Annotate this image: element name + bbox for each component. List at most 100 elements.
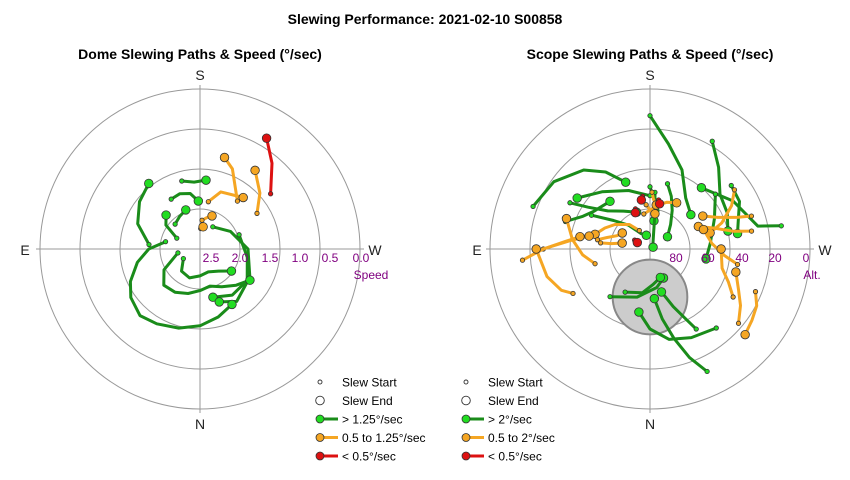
scope-slew-start-marker [607, 294, 613, 300]
dome-slew-end-marker [245, 275, 255, 285]
dome-slew-start-marker [254, 210, 260, 216]
scope-slew-start-marker [530, 203, 536, 210]
scope-slew-start-marker [636, 227, 642, 234]
scope-slew-start-marker [778, 223, 784, 229]
scope-slew-end-marker [630, 208, 641, 218]
dome-slew-end-marker [208, 292, 218, 302]
dome-slew-start-marker [179, 178, 185, 184]
scope-subtitle: Scope Slewing Paths & Speed (°/sec) [527, 46, 774, 62]
scope-slew-path [531, 168, 628, 208]
scope-slew-end-marker [662, 232, 673, 242]
scope-slew-end-marker [698, 224, 709, 235]
dome-slew-start-marker [210, 224, 216, 230]
scope-slew-path [743, 290, 759, 337]
dome-slew-start-marker [236, 232, 242, 238]
scope-slew-start-marker [735, 320, 742, 326]
dome-legend-label: > 1.25°/sec [342, 413, 403, 427]
scope-slew-end-marker [531, 244, 541, 254]
dome-slew-path [265, 136, 274, 196]
scope-slew-path [734, 270, 742, 325]
scope-slew-end-marker [650, 209, 660, 219]
scope-legend-start-marker [463, 379, 469, 385]
scope-slew-end-marker [671, 198, 682, 208]
scope-slew-start-marker [643, 202, 649, 208]
dome-slew-end-marker [250, 165, 260, 176]
scope-slew-start-marker [734, 261, 741, 268]
dome-subtitle: Dome Slewing Paths & Speed (°/sec) [78, 46, 322, 62]
dome-slew-path [206, 190, 245, 204]
scope-legend-label: < 0.5°/sec [488, 450, 542, 464]
scope-slew-end-marker [584, 231, 594, 241]
scope-compass-north: N [645, 416, 655, 432]
scope-slew-path [568, 201, 639, 214]
dome-panel: Dome Slewing Paths & Speed (°/sec) 2.5 2.… [20, 46, 425, 464]
dome-legend-start-marker [317, 379, 323, 385]
scope-slew-start-marker [570, 290, 576, 297]
dome-slew-end-marker [226, 266, 237, 276]
dome-slew-path [180, 257, 233, 280]
scope-legend-fast-marker [461, 414, 471, 424]
scope-slew-start-marker [641, 211, 647, 217]
scope-slew-start-marker [713, 325, 719, 331]
dome-legend-label: Slew End [342, 394, 393, 408]
scope-ring-label: 20 [768, 251, 782, 265]
dome-paths [128, 133, 274, 330]
dome-compass-east: E [20, 242, 29, 258]
scope-ring-label: 80 [669, 251, 683, 265]
dome-ring-label: 0.0 [353, 251, 370, 265]
dome-compass-north: N [195, 416, 205, 432]
dome-legend: Slew Start Slew End > 1.25°/sec 0.5 to 1.25… [315, 376, 426, 464]
scope-ring-label: 60 [701, 251, 715, 265]
dome-slew-end-marker [181, 205, 191, 215]
dome-slew-end-marker [207, 211, 217, 221]
scope-compass-south: S [645, 67, 654, 83]
scope-slew-end-marker [634, 307, 644, 317]
scope-slew-start-marker [519, 257, 526, 263]
scope-slew-start-marker [592, 261, 598, 267]
scope-slew-end-marker [649, 293, 660, 304]
scope-slew-start-marker [649, 189, 655, 195]
dome-ring-label: 1.5 [262, 251, 279, 265]
scope-slew-path [648, 114, 693, 217]
scope-slew-end-marker [605, 196, 615, 207]
dome-slew-end-marker [193, 196, 204, 206]
dome-compass-west: W [368, 242, 382, 258]
scope-slew-start-marker [709, 138, 715, 144]
scope-legend-label: Slew End [488, 394, 539, 408]
scope-slew-path [534, 247, 575, 295]
scope-slew-start-marker [693, 326, 699, 332]
dome-legend-fast-marker [315, 414, 325, 424]
scope-slew-path [575, 189, 652, 200]
scope-slew-end-marker [636, 195, 647, 205]
scope-compass-west: W [818, 242, 832, 258]
dome-legend-label: < 0.5°/sec [342, 450, 396, 464]
scope-slew-start-marker [752, 289, 759, 295]
scope-slew-end-marker [648, 242, 658, 252]
dome-slew-start-marker [205, 199, 211, 205]
scope-ring-label: 40 [735, 251, 749, 265]
scope-slew-start-marker [730, 294, 736, 300]
scope-slew-end-marker [716, 244, 726, 254]
scope-slew-path [565, 217, 597, 266]
scope-slew-path [608, 276, 665, 299]
scope-slew-start-marker [748, 228, 755, 234]
dome-slew-path [253, 168, 262, 215]
dome-slew-end-marker [227, 299, 237, 310]
scope-slew-end-marker [655, 272, 666, 283]
scope-slew-end-marker [656, 287, 667, 297]
scope-slew-start-marker [622, 289, 628, 295]
dome-axis-unit: Speed [354, 268, 389, 282]
scope-legend-end-marker [461, 395, 471, 406]
scope-slew-path [701, 214, 753, 219]
scope-slew-start-marker [594, 237, 601, 243]
dome-slew-end-marker [219, 152, 230, 163]
scope-legend-label: 0.5 to 2°/sec [488, 431, 555, 445]
dome-legend-end-marker [315, 395, 325, 406]
dome-labels: 2.5 2.0 1.5 1.0 0.5 0.0 [203, 251, 370, 265]
scope-slew-end-marker [641, 230, 652, 240]
dome-rings [36, 85, 364, 413]
dome-ring-label: 2.0 [232, 251, 249, 265]
scope-slew-end-marker [617, 228, 627, 238]
scope-slew-end-marker [654, 199, 665, 209]
